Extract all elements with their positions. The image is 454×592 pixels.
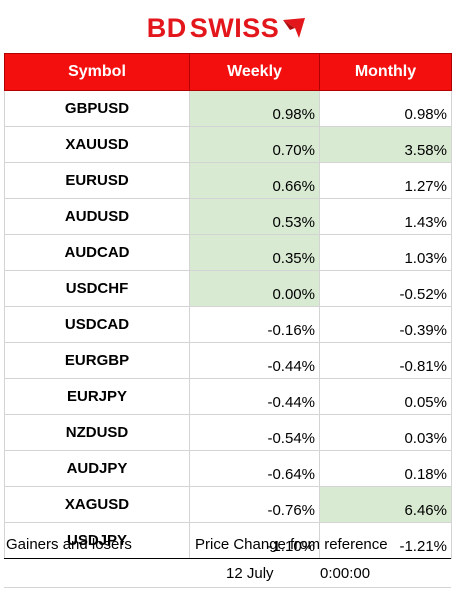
column-header-symbol: Symbol [4,53,190,91]
weekly-change-cell: 0.70% [189,126,320,163]
weekly-change-cell: -0.64% [189,450,320,487]
monthly-change-cell: 6.46% [319,486,452,523]
symbol-cell: AUDJPY [4,450,190,487]
table-row: NZDUSD -0.54% 0.03% [4,414,452,451]
weekly-change-cell: -0.44% [189,378,320,415]
brand-logo: BD SWISS [0,10,454,46]
symbol-cell: EURUSD [4,162,190,199]
symbol-cell: GBPUSD [4,90,190,127]
performance-table: Symbol Weekly Monthly GBPUSD 0.98% 0.98% XA… [4,53,452,559]
monthly-change-cell: 0.03% [319,414,452,451]
table-row: GBPUSD 0.98% 0.98% [4,90,452,127]
column-header-weekly: Weekly [189,53,320,91]
weekly-change-cell: -0.54% [189,414,320,451]
table-row: EURGBP -0.44% -0.81% [4,342,452,379]
symbol-cell: AUDUSD [4,198,190,235]
weekly-change-cell: 0.53% [189,198,320,235]
monthly-change-cell: 1.03% [319,234,452,271]
brand-arrow-icon [283,18,306,38]
symbol-cell: EURGBP [4,342,190,379]
monthly-change-cell: 1.43% [319,198,452,235]
weekly-change-cell: 0.00% [189,270,320,307]
monthly-change-cell: 0.98% [319,90,452,127]
symbol-cell: AUDCAD [4,234,190,271]
monthly-change-cell: -0.39% [319,306,452,343]
weekly-change-cell: -0.16% [189,306,320,343]
table-row: XAGUSD -0.76% 6.46% [4,486,452,523]
symbol-cell: USDJPY [4,522,190,559]
reference-time: 0:00:00 [320,564,371,582]
weekly-change-cell: -1.10% [189,522,320,559]
table-row: EURUSD 0.66% 1.27% [4,162,452,199]
table-row: XAUUSD 0.70% 3.58% [4,126,452,163]
weekly-change-cell: -0.76% [189,486,320,523]
table-footer: Gainers and losers Price Change from ref… [4,530,451,588]
table-row: USDCAD -0.16% -0.39% [4,306,452,343]
brand-wordmark: BD SWISS [147,13,308,44]
brand-name-bd: BD [146,12,187,43]
symbol-cell: XAUUSD [4,126,190,163]
table-row: EURJPY -0.44% 0.05% [4,378,452,415]
monthly-change-cell: -0.52% [319,270,452,307]
reference-date: 12 July [226,564,274,582]
gainers-losers-label: Gainers and losers [6,535,132,553]
table-row: AUDUSD 0.53% 1.43% [4,198,452,235]
table-row: AUDJPY -0.64% 0.18% [4,450,452,487]
weekly-change-cell: 0.98% [189,90,320,127]
symbol-cell: USDCHF [4,270,190,307]
table-row: USDJPY -1.10% -1.21% [4,522,452,559]
symbol-cell: XAGUSD [4,486,190,523]
table-row: USDCHF 0.00% -0.52% [4,270,452,307]
weekly-change-cell: -0.44% [189,342,320,379]
weekly-change-cell: 0.66% [189,162,320,199]
table-row: AUDCAD 0.35% 1.03% [4,234,452,271]
symbol-cell: EURJPY [4,378,190,415]
price-change-label: Price Change from reference [195,535,388,553]
monthly-change-cell: 0.05% [319,378,452,415]
symbol-cell: USDCAD [4,306,190,343]
weekly-change-cell: 0.35% [189,234,320,271]
brand-name-rest: SWISS [189,12,280,43]
symbol-cell: NZDUSD [4,414,190,451]
monthly-change-cell: 1.27% [319,162,452,199]
monthly-change-cell: 0.18% [319,450,452,487]
column-header-monthly: Monthly [319,53,452,91]
monthly-change-cell: -0.81% [319,342,452,379]
table-header-row: Symbol Weekly Monthly [4,53,452,91]
monthly-change-cell: 3.58% [319,126,452,163]
